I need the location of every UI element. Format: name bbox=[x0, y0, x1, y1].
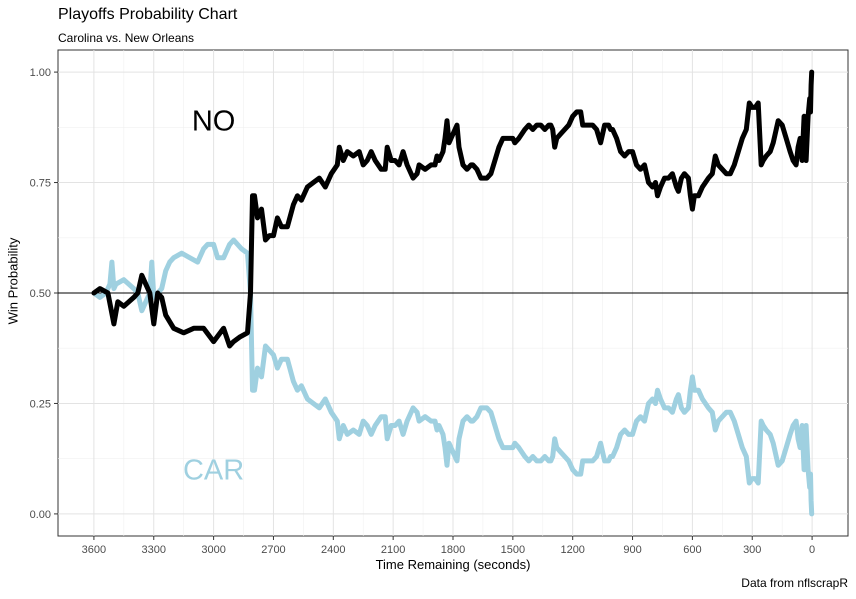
y-tick-label: 0.00 bbox=[30, 509, 51, 521]
x-axis-label: Time Remaining (seconds) bbox=[375, 557, 531, 572]
x-tick-label: 2400 bbox=[321, 544, 345, 556]
x-tick-label: 1500 bbox=[501, 544, 525, 556]
annotation-no: NO bbox=[192, 106, 236, 138]
annotation-car: CAR bbox=[183, 455, 244, 487]
y-tick-label: 1.00 bbox=[30, 67, 51, 79]
x-tick-label: 600 bbox=[683, 544, 701, 556]
series-line-no bbox=[91, 69, 815, 349]
annotations-group: NO CAR bbox=[183, 106, 244, 487]
series-group bbox=[91, 69, 815, 517]
x-tick-label: 3600 bbox=[82, 544, 106, 556]
x-tick-label: 900 bbox=[623, 544, 641, 556]
x-tick-label: 3300 bbox=[142, 544, 166, 556]
x-tick-label: 0 bbox=[809, 544, 815, 556]
y-tick-label: 0.25 bbox=[30, 398, 51, 410]
y-tick-label: 0.75 bbox=[30, 178, 51, 190]
x-tick-label: 300 bbox=[743, 544, 761, 556]
x-tick-label: 2700 bbox=[261, 544, 285, 556]
chart-title: Playoffs Probability Chart bbox=[58, 6, 238, 23]
chart-caption: Data from nflscrapR bbox=[741, 576, 848, 590]
x-tick-label: 1800 bbox=[441, 544, 465, 556]
x-tick-label: 2100 bbox=[381, 544, 405, 556]
x-tick-label: 3000 bbox=[201, 544, 225, 556]
series-line-car bbox=[91, 237, 815, 517]
axes: 3600 3300 3000 2700 2400 2100 1800 1500 1200 900 6… bbox=[30, 67, 816, 556]
x-tick-label: 1200 bbox=[560, 544, 584, 556]
y-tick-label: 0.50 bbox=[30, 288, 51, 300]
chart-subtitle: Carolina vs. New Orleans bbox=[58, 31, 195, 45]
